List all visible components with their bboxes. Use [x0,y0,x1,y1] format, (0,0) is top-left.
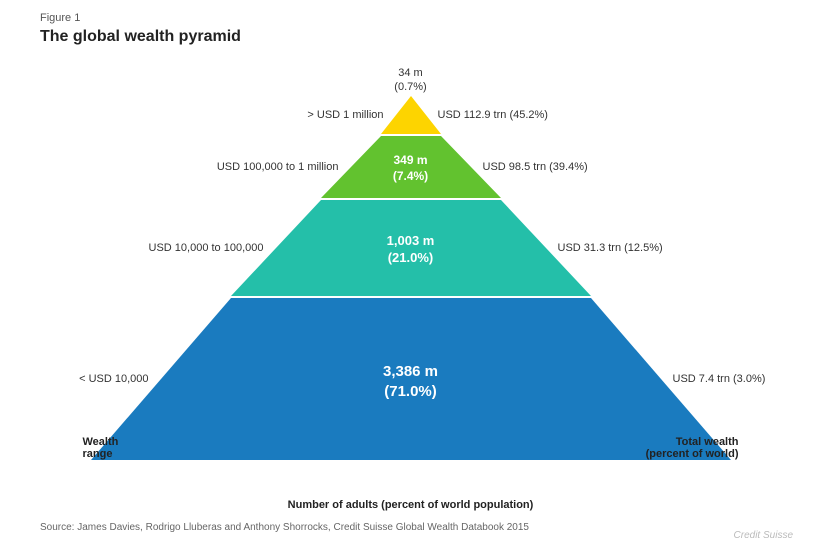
tier-upper-mid-wealth-range: USD 100,000 to 1 million [217,161,339,173]
axis-label-left: Wealthrange [83,436,143,460]
tier-lower-mid-wealth-range: USD 10,000 to 100,000 [149,242,264,254]
tier-lower-mid-total-wealth: USD 31.3 trn (12.5%) [558,242,663,254]
wealth-pyramid: 34 m(0.7%)> USD 1 millionUSD 112.9 trn (… [0,70,821,490]
x-axis-caption: Number of adults (percent of world popul… [0,499,821,511]
tier-lower-mid-center-label: 1,003 m(21.0%) [387,233,435,267]
credit-watermark: Credit Suisse [734,530,793,541]
tier-top-total-wealth: USD 112.9 trn (45.2%) [438,109,548,121]
figure-label: Figure 1 [40,12,80,24]
source-footnote: Source: James Davies, Rodrigo Lluberas a… [40,522,529,533]
tier-top-center-label: 34 m(0.7%) [394,66,426,95]
tier-upper-mid-total-wealth: USD 98.5 trn (39.4%) [483,161,588,173]
tier-bottom-total-wealth: USD 7.4 trn (3.0%) [673,373,766,385]
tier-upper-mid-center-label: 349 m(7.4%) [393,153,428,184]
tier-bottom-wealth-range: < USD 10,000 [79,373,148,385]
tier-top-wealth-range: > USD 1 million [307,109,383,121]
tier-bottom-center-label: 3,386 m(71.0%) [383,362,438,401]
tier-top [381,96,441,134]
axis-label-right: Total wealth(percent of world) [629,436,739,460]
page-title: The global wealth pyramid [40,28,241,46]
